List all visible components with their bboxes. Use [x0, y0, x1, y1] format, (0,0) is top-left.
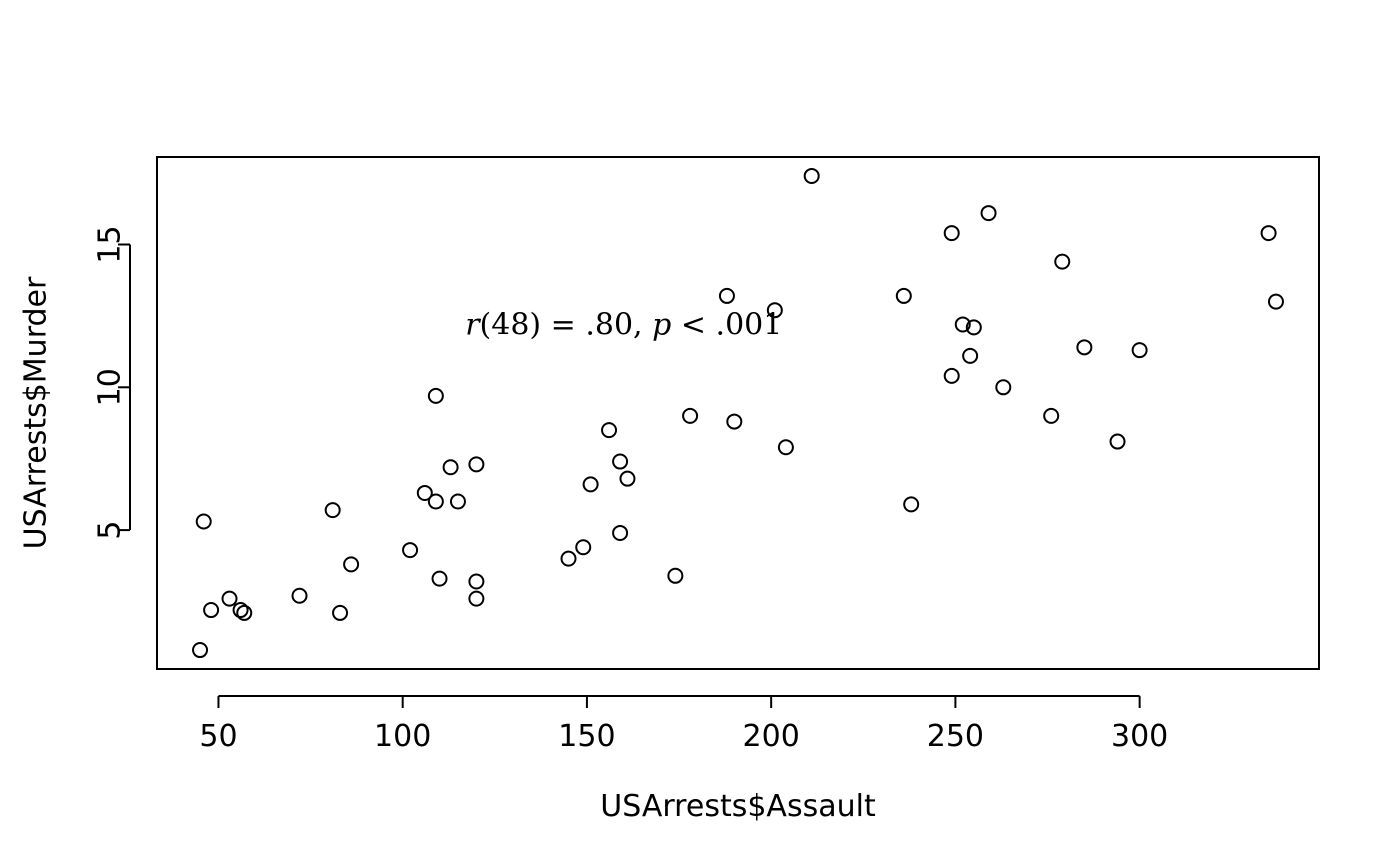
- data-point: [1076, 339, 1093, 356]
- data-point: [221, 590, 238, 607]
- annotation-segment: p: [652, 307, 671, 342]
- correlation-annotation: r(48) = .80, p < .001: [465, 307, 782, 342]
- data-point: [582, 476, 599, 493]
- data-point: [667, 567, 684, 584]
- data-point: [324, 502, 341, 519]
- data-point: [1043, 407, 1060, 424]
- x-axis: 50 100 150 200 250 300: [199, 695, 1168, 754]
- data-point: [612, 453, 629, 470]
- data-point: [962, 347, 979, 364]
- data-point: [427, 493, 444, 510]
- data-point: [343, 556, 360, 573]
- data-point: [468, 573, 485, 590]
- data-point: [895, 287, 912, 304]
- data-point: [192, 642, 209, 659]
- x-tick-label: 150: [558, 719, 615, 754]
- data-point: [402, 542, 419, 559]
- y-tick-label: 10: [93, 368, 128, 406]
- annotation-segment: r: [465, 307, 481, 342]
- x-tick-label: 100: [374, 719, 431, 754]
- annotation-segment: < .001: [671, 307, 782, 342]
- data-point: [1109, 433, 1126, 450]
- data-point: [1131, 342, 1148, 359]
- x-tick-label: 300: [1111, 719, 1168, 754]
- data-point: [1267, 293, 1284, 310]
- data-point: [803, 167, 820, 184]
- data-point: [560, 550, 577, 567]
- data-point: [619, 470, 636, 487]
- data-point: [232, 602, 249, 619]
- data-point: [427, 387, 444, 404]
- data-point: [718, 287, 735, 304]
- data-point: [1260, 225, 1277, 242]
- data-point: [612, 524, 629, 541]
- y-tick-label: 15: [93, 225, 128, 263]
- data-points: [192, 167, 1284, 659]
- x-tick-label: 200: [743, 719, 800, 754]
- data-point: [601, 422, 618, 439]
- data-point: [766, 302, 783, 319]
- data-point: [195, 513, 212, 530]
- data-point: [980, 205, 997, 222]
- data-point: [995, 379, 1012, 396]
- data-point: [236, 604, 253, 621]
- data-point: [468, 590, 485, 607]
- y-tick-label: 5: [93, 521, 128, 540]
- data-point: [575, 539, 592, 556]
- data-point: [416, 484, 433, 501]
- x-tick-label: 50: [199, 719, 237, 754]
- x-axis-label: USArrests$Assault: [600, 789, 876, 824]
- data-point: [468, 456, 485, 473]
- data-point: [442, 459, 459, 476]
- data-point: [682, 407, 699, 424]
- y-axis-label: USArrests$Murder: [19, 276, 54, 549]
- data-point: [777, 439, 794, 456]
- data-point: [1054, 253, 1071, 270]
- data-point: [903, 496, 920, 513]
- data-point: [954, 316, 971, 333]
- data-point: [291, 587, 308, 604]
- data-point: [203, 602, 220, 619]
- data-point: [332, 604, 349, 621]
- y-axis: 5 10 15: [93, 225, 131, 540]
- data-point: [965, 319, 982, 336]
- x-tick-label: 250: [927, 719, 984, 754]
- data-point: [449, 493, 466, 510]
- data-point: [943, 367, 960, 384]
- annotation-segment: (48) = .80,: [480, 307, 653, 342]
- data-point: [726, 413, 743, 430]
- plot-frame: [156, 156, 1320, 670]
- data-point: [431, 570, 448, 587]
- data-point: [943, 225, 960, 242]
